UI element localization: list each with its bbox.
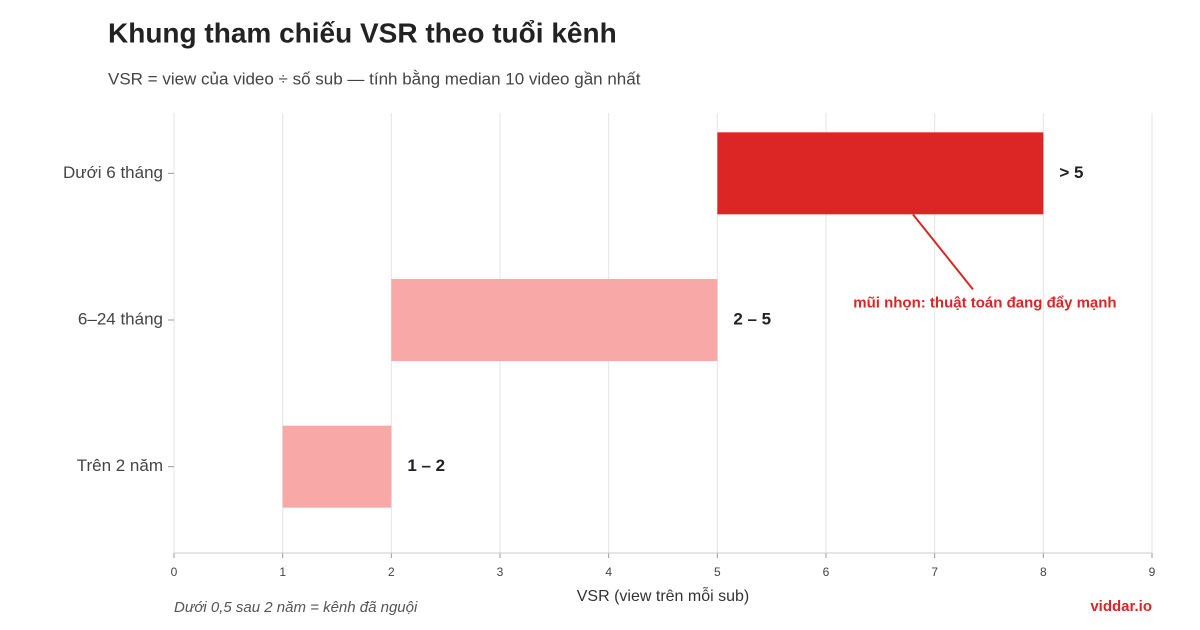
y-tick-label: 6–24 tháng <box>78 309 163 328</box>
x-tick-label: 7 <box>931 565 938 579</box>
x-tick-label: 3 <box>497 565 504 579</box>
y-tick-label: Dưới 6 tháng <box>63 163 163 182</box>
footnote: Dưới 0,5 sau 2 năm = kênh đã nguội <box>174 599 418 616</box>
chart-subtitle: VSR = view của video ÷ số sub — tính bằn… <box>108 69 641 88</box>
annotation: mũi nhọn: thuật toán đang đẩy mạnh <box>853 294 1116 311</box>
chart-title: Khung tham chiếu VSR theo tuổi kênh <box>108 17 617 48</box>
annotation-line <box>912 213 974 290</box>
bar <box>391 279 718 361</box>
value-label: 1 – 2 <box>407 456 445 475</box>
x-tick-label: 8 <box>1040 565 1047 579</box>
y-tick-label: Trên 2 năm <box>77 456 163 475</box>
x-tick-label: 5 <box>714 565 721 579</box>
bar <box>717 132 1044 215</box>
value-label: > 5 <box>1059 163 1083 182</box>
x-tick-label: 1 <box>279 565 286 579</box>
x-tick-label: 4 <box>605 565 612 579</box>
x-tick-label: 6 <box>823 565 830 579</box>
value-label: 2 – 5 <box>733 309 771 328</box>
brand: viddar.io <box>1090 598 1152 615</box>
bar <box>282 425 392 508</box>
x-tick-label: 2 <box>388 565 395 579</box>
x-tick-label: 9 <box>1149 565 1156 579</box>
x-tick-label: 0 <box>171 565 178 579</box>
x-axis-label: VSR (view trên mỗi sub) <box>577 586 750 605</box>
